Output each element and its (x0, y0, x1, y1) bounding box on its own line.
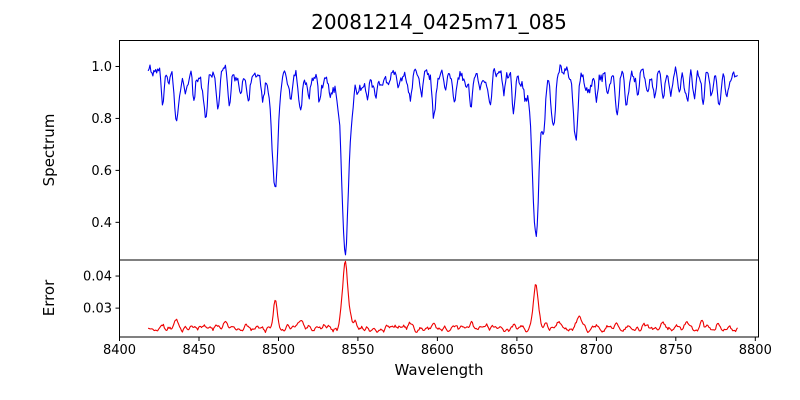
error-panel-frame (119, 259, 759, 338)
x-axis-label: Wavelength (394, 361, 484, 379)
figure-title: 20081214_0425m71_085 (311, 10, 567, 34)
x-tick-label: 8450 (182, 343, 215, 358)
y-axis-label-error: Error (40, 279, 58, 317)
x-tick-label: 8600 (421, 343, 454, 358)
x-tick-label: 8500 (262, 343, 295, 358)
x-tick-label: 8550 (341, 343, 374, 358)
x-tick-label: 8650 (500, 343, 533, 358)
data-series (147, 64, 738, 334)
x-tick-label: 8750 (659, 343, 692, 358)
x-tick-label: 8400 (103, 343, 136, 358)
spectrum-y-tick-label: 0.4 (91, 216, 112, 231)
tick-labels: 8400 8450 8500 8550 8600 8650 8700 8750 8800 0.4 0… (83, 60, 772, 358)
error-y-tick-label: 0.03 (83, 302, 112, 317)
error-line (147, 260, 738, 334)
spectrum-line (147, 64, 738, 256)
spectrum-y-tick-label: 0.8 (91, 112, 112, 127)
x-tick-label: 8700 (580, 343, 613, 358)
y-axis-label-spectrum: Spectrum (40, 113, 58, 187)
error-y-tick-label: 0.04 (83, 270, 112, 285)
axis-ticks (115, 65, 756, 341)
spectrum-y-tick-label: 0.6 (91, 164, 112, 179)
x-tick-label: 8800 (739, 343, 772, 358)
spectrum-y-tick-label: 1.0 (91, 60, 112, 75)
spectrum-panel-frame (119, 40, 759, 261)
